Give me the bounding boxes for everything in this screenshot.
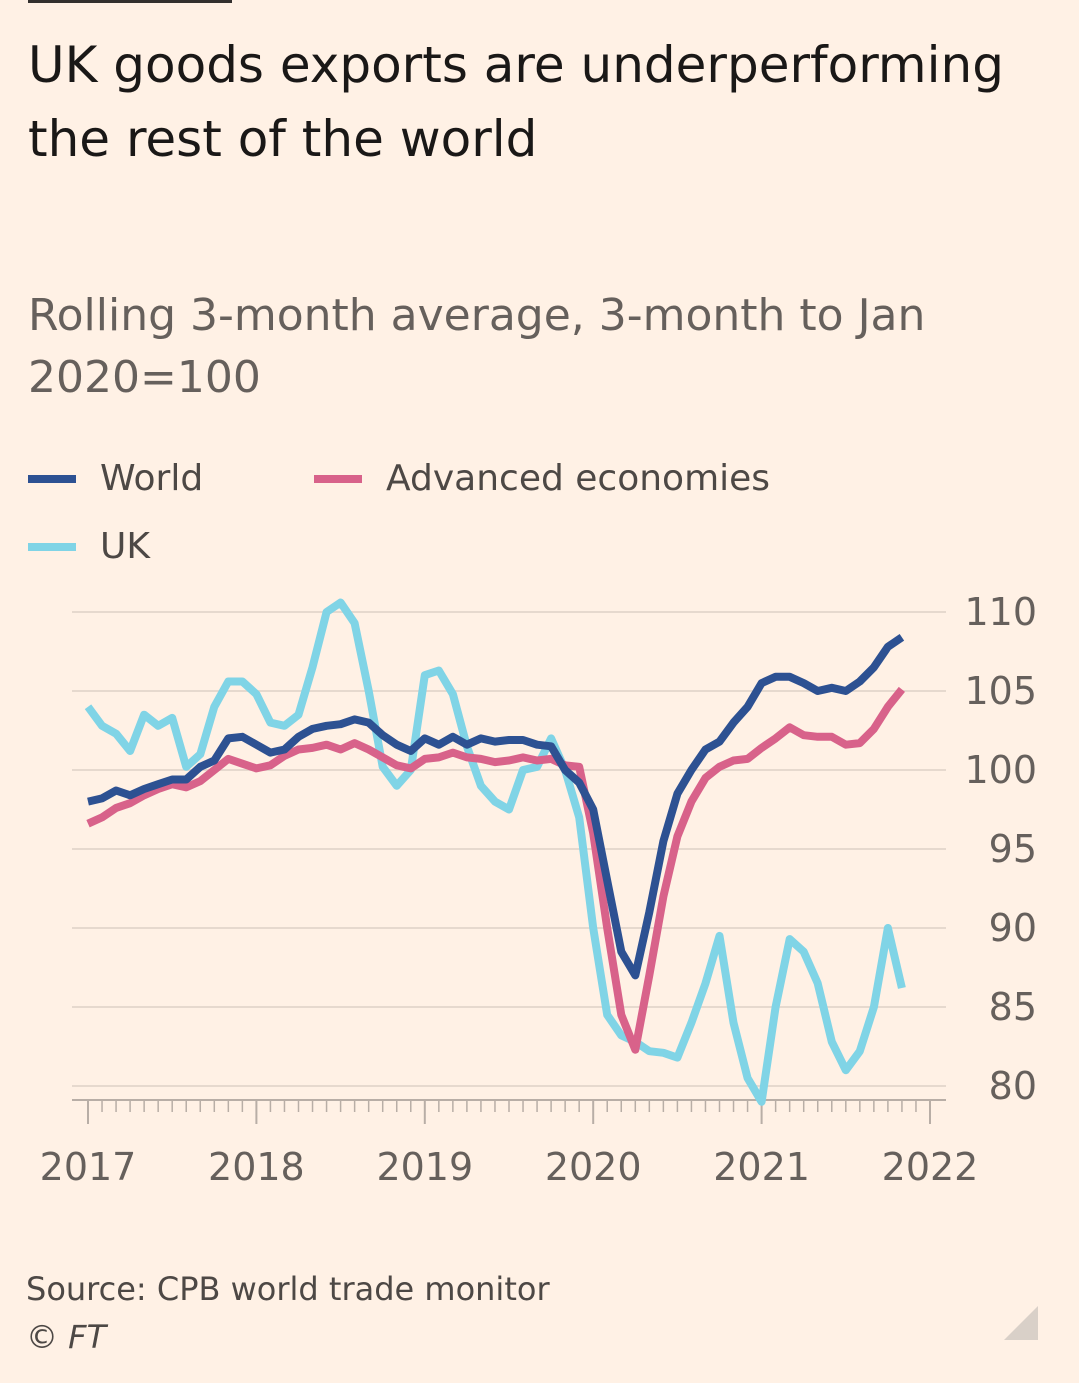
legend-swatch-advanced-economies xyxy=(314,474,362,483)
line-chart: 80 85 90 95 100 105 110 2017 2018 2019 2020 2021 202… xyxy=(40,590,1037,1189)
series-line-advanced-economies xyxy=(86,686,906,1054)
x-tick-label-2020: 2020 xyxy=(545,1145,642,1189)
legend-swatch-uk xyxy=(28,542,76,551)
x-tick-label-2022: 2022 xyxy=(882,1145,979,1189)
y-tick-label-90: 90 xyxy=(989,906,1037,950)
series-line-world xyxy=(87,633,905,980)
resize-corner-icon xyxy=(1004,1306,1038,1340)
legend-swatch-world xyxy=(28,474,76,483)
legend-item-uk: UK xyxy=(28,526,150,567)
y-tick-label-105: 105 xyxy=(964,669,1037,713)
legend-item-advanced-economies: Advanced economies xyxy=(314,458,770,499)
chart-subtitle: Rolling 3-month average, 3-month to Jan … xyxy=(28,290,926,403)
x-tick-label-2021: 2021 xyxy=(713,1145,810,1189)
ft-credit: © FT xyxy=(26,1318,107,1356)
source-note: Source: CPB world trade monitor xyxy=(26,1270,550,1308)
x-tick-label-2019: 2019 xyxy=(376,1145,473,1189)
y-tick-label-85: 85 xyxy=(989,985,1037,1029)
x-tick-label-2018: 2018 xyxy=(208,1145,305,1189)
y-tick-label-95: 95 xyxy=(989,827,1037,871)
y-tick-label-110: 110 xyxy=(964,590,1037,634)
y-tick-label-80: 80 xyxy=(989,1064,1037,1108)
legend-label-world: World xyxy=(100,458,204,499)
y-tick-label-100: 100 xyxy=(964,748,1037,792)
legend-label-advanced-economies: Advanced economies xyxy=(386,458,771,499)
top-rule xyxy=(28,0,232,3)
legend-item-world: World xyxy=(28,458,203,499)
chart-title: UK goods exports are underperforming the… xyxy=(28,36,1004,168)
series-line-uk xyxy=(84,598,906,1106)
x-tick-label-2017: 2017 xyxy=(40,1145,137,1189)
legend-label-uk: UK xyxy=(100,526,150,567)
